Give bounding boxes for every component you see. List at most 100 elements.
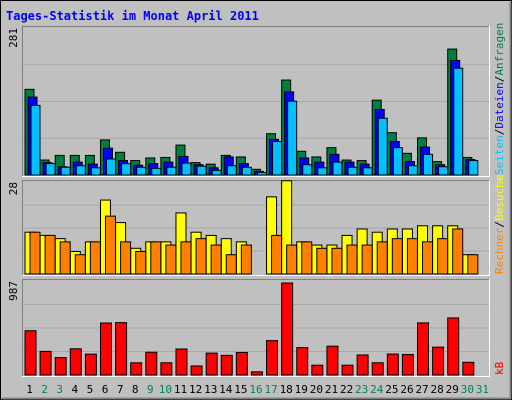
bar-seiten-day-16: [256, 171, 267, 176]
bar-kb-day-24: [371, 362, 384, 376]
bar-seiten-day-24: [377, 117, 388, 176]
panel-middle: 28 Rechner/Besuche: [7, 175, 506, 276]
bar-rechner-day-3: [59, 241, 71, 275]
bar-seiten-day-13: [211, 169, 222, 176]
bar-kb-day-2: [39, 350, 52, 376]
x-tick-label: 20: [310, 383, 323, 396]
bar-kb-day-4: [69, 348, 82, 376]
bar-rechner-day-9: [150, 241, 162, 275]
bar-kb-day-16: [250, 371, 263, 376]
bar-seiten-day-10: [166, 166, 177, 176]
bar-rechner-day-8: [135, 251, 147, 275]
bar-kb-day-22: [341, 364, 354, 376]
legend-part: Besuche: [493, 175, 506, 221]
x-tick-label: 15: [234, 383, 247, 396]
legend-part: Dateien: [493, 82, 506, 128]
panel-top: 281 Seiten/Dateien/Anfragen: [7, 23, 506, 177]
chart-title: Tages-Statistik im Monat April 2011: [6, 9, 259, 23]
bar-kb-day-3: [54, 357, 67, 376]
bar-seiten-day-4: [75, 165, 86, 176]
x-tick-label: 17: [264, 383, 277, 396]
bar-kb-day-13: [205, 352, 218, 376]
panel-bottom-legend-label: kB: [493, 361, 506, 375]
bar-kb-day-26: [401, 353, 414, 376]
x-tick-label: 11: [174, 383, 187, 396]
bar-kb-day-29: [447, 317, 460, 376]
bar-rechner-day-21: [331, 247, 343, 275]
bar-kb-day-7: [115, 322, 128, 376]
bar-seiten-day-9: [151, 167, 162, 176]
bar-kb-day-11: [175, 348, 188, 376]
bar-rechner-day-4: [74, 254, 86, 275]
bar-rechner-day-19: [301, 241, 313, 275]
bar-rechner-day-15: [240, 244, 252, 275]
bar-rechner-day-13: [210, 244, 222, 275]
x-tick-label: 14: [219, 383, 233, 396]
bar-kb-day-12: [190, 365, 203, 376]
x-tick-label: 3: [56, 383, 63, 396]
x-tick-label: 29: [446, 383, 459, 396]
x-tick-label: 6: [102, 383, 109, 396]
bar-kb-day-18: [281, 282, 294, 376]
bar-rechner-day-14: [225, 254, 237, 275]
bar-seiten-day-11: [181, 162, 192, 176]
bar-rechner-day-11: [180, 241, 192, 275]
bar-seiten-day-2: [45, 163, 56, 176]
bar-rechner-day-29: [452, 228, 464, 275]
legend-part: Anfragen: [493, 23, 506, 76]
bar-seiten-day-3: [60, 166, 71, 176]
x-tick-label: 22: [340, 383, 353, 396]
bar-seiten-day-29: [453, 67, 464, 176]
bar-kb-day-1: [24, 330, 37, 376]
bar-rechner-day-17: [271, 234, 283, 275]
bar-kb-day-20: [311, 364, 324, 376]
bar-seiten-day-21: [332, 161, 343, 176]
bar-rechner-day-23: [361, 244, 373, 275]
bar-seiten-day-27: [423, 153, 434, 176]
bar-seiten-day-26: [407, 165, 418, 176]
bar-rechner-day-18: [286, 244, 298, 275]
bar-kb-day-9: [145, 351, 158, 376]
bar-seiten-day-12: [196, 165, 207, 176]
x-tick-label: 1: [26, 383, 33, 396]
bar-seiten-day-25: [392, 147, 403, 176]
bar-rechner-day-20: [316, 247, 328, 275]
x-tick-label: 23: [355, 383, 368, 396]
x-tick-label: 26: [400, 383, 413, 396]
bar-seiten-day-1: [30, 104, 41, 176]
bar-kb-day-21: [326, 345, 339, 376]
bar-kb-day-27: [417, 322, 430, 376]
x-tick-label: 2: [41, 383, 48, 396]
x-tick-label: 5: [87, 383, 94, 396]
panel-top-legend-label: Seiten/Dateien/Anfragen: [493, 23, 506, 175]
panel-top-max-label: 281: [7, 28, 20, 48]
bar-seiten-day-30: [468, 160, 479, 176]
x-tick-label: 25: [385, 383, 398, 396]
bar-seiten-day-20: [317, 167, 328, 176]
bar-kb-day-5: [84, 353, 97, 376]
bar-kb-day-8: [130, 362, 143, 376]
bar-seiten-day-23: [362, 167, 373, 176]
panel-bottom-max-label: 987: [7, 281, 20, 301]
bar-rechner-day-6: [104, 215, 116, 275]
bar-seiten-day-6: [105, 158, 116, 176]
x-tick-label: 31: [476, 383, 489, 396]
bar-seiten-day-15: [241, 166, 252, 176]
legend-part: kB: [493, 361, 506, 375]
bar-rechner-day-1: [29, 231, 41, 275]
bar-kb-day-30: [462, 361, 475, 376]
bar-seiten-day-17: [272, 140, 283, 176]
x-tick-label: 19: [295, 383, 308, 396]
bar-rechner-day-2: [44, 234, 56, 275]
x-tick-label: 18: [280, 383, 293, 396]
bar-seiten-day-14: [226, 165, 237, 176]
bar-kb-day-6: [99, 322, 112, 376]
bar-seiten-day-8: [136, 166, 147, 176]
bar-kb-day-14: [220, 354, 233, 376]
panel-middle-max-label: 28: [7, 182, 20, 195]
bar-kb-day-28: [432, 346, 445, 376]
bar-seiten-day-5: [90, 167, 101, 176]
bar-rechner-day-12: [195, 238, 207, 275]
bar-rechner-day-27: [422, 241, 434, 275]
